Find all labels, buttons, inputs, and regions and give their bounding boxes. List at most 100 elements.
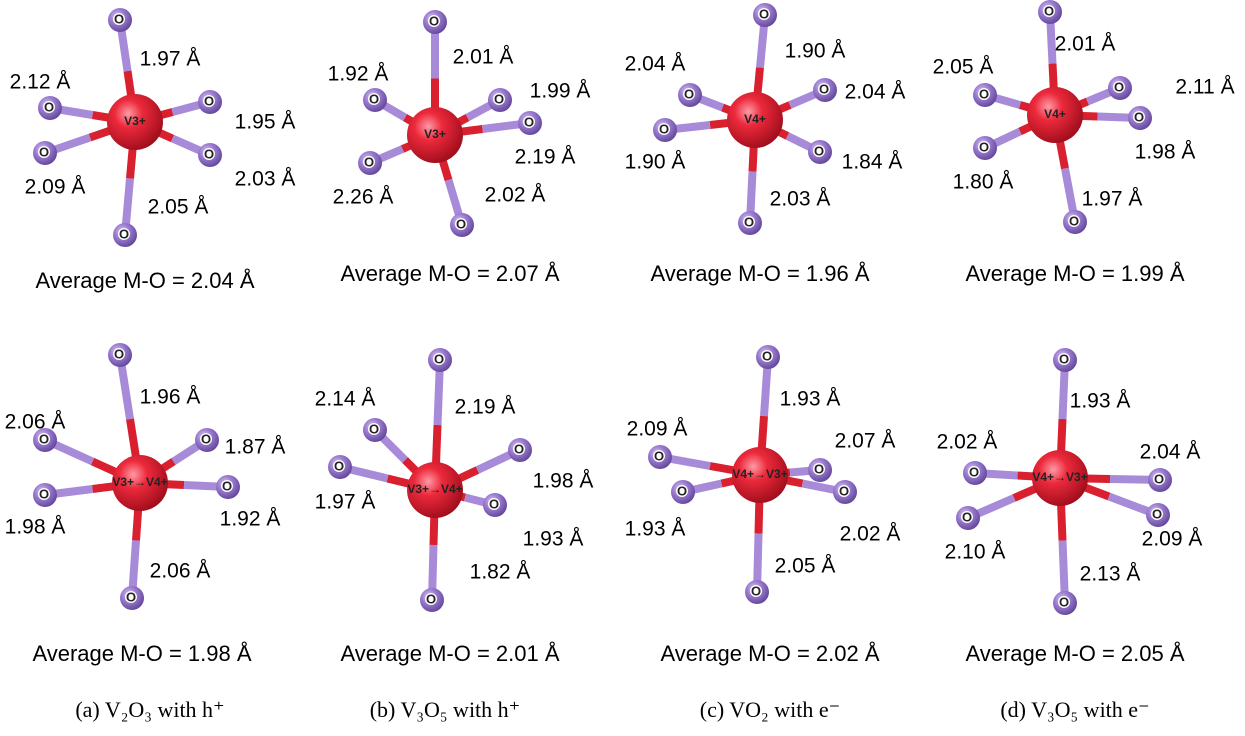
bond-length-label: 1.93 Å — [1070, 390, 1131, 413]
bond-length-label: 1.87 Å — [225, 436, 286, 459]
bond-length-label: 1.98 Å — [5, 516, 66, 539]
bond-length-label: 2.02 Å — [485, 184, 546, 207]
atom-label: O — [201, 431, 211, 446]
atom-label: O — [39, 431, 49, 446]
bond-length-label: 2.12 Å — [10, 71, 71, 94]
bond-length-label: 2.09 Å — [627, 418, 688, 441]
bond-length-label: 2.03 Å — [770, 188, 831, 211]
atom-label: O — [684, 86, 694, 101]
bond-length-label: 1.96 Å — [140, 386, 201, 409]
atom-label: O — [744, 214, 754, 229]
bond-length-label: 1.80 Å — [953, 171, 1014, 194]
octahedron-panel: OOOOOOV3+→V4+2.14 Å2.19 Å1.98 Å1.97 Å1.9… — [315, 348, 594, 666]
average-label: Average M-O = 1.99 Å — [965, 261, 1184, 286]
atom-label: O — [1069, 213, 1079, 228]
bond-length-label: 1.93 Å — [625, 518, 686, 541]
average-label: Average M-O = 2.02 Å — [660, 641, 879, 666]
atom-label: O — [222, 478, 232, 493]
bond-length-label: 2.07 Å — [835, 430, 896, 453]
atom-label: O — [434, 351, 444, 366]
average-label: Average M-O = 2.05 Å — [965, 641, 1184, 666]
atom-label: O — [524, 114, 534, 129]
bond-length-label: 1.98 Å — [1135, 141, 1196, 164]
bond-length-label: 1.92 Å — [328, 63, 389, 86]
bond-length-label: 1.95 Å — [235, 111, 296, 134]
bond-length-label: 1.97 Å — [1082, 188, 1143, 211]
bond-length-label: 1.92 Å — [220, 508, 281, 531]
bond-length-label: 2.06 Å — [5, 411, 66, 434]
caption: (a) V₂O₃ with h⁺ — [75, 697, 224, 722]
bond-length-label: 1.98 Å — [533, 470, 594, 493]
atom-label: O — [369, 91, 379, 106]
atom-label: O — [489, 496, 499, 511]
average-label: Average M-O = 2.04 Å — [35, 268, 254, 293]
atom-label: O — [839, 483, 849, 498]
atom-label: O — [369, 421, 379, 436]
atom-label: O — [39, 144, 49, 159]
center-label: V4+ — [1044, 107, 1066, 121]
atom-label: O — [677, 483, 687, 498]
atom-label: O — [514, 441, 524, 456]
atom-label: O — [1059, 594, 1069, 609]
atom-label: O — [759, 6, 769, 21]
bond-length-label: 2.19 Å — [515, 146, 576, 169]
caption: (d) V₃O₅ with e⁻ — [1000, 697, 1149, 722]
bond-length-label: 2.03 Å — [235, 168, 296, 191]
average-label: Average M-O = 1.98 Å — [32, 641, 251, 666]
atom-label: O — [429, 13, 439, 28]
atom-label: O — [962, 509, 972, 524]
average-label: Average M-O = 2.07 Å — [340, 261, 559, 286]
bond-length-label: 1.82 Å — [470, 561, 531, 584]
octahedron-panel: OOOOOOV4+→V3+1.93 Å2.09 Å2.07 Å1.93 Å2.0… — [625, 345, 901, 666]
octahedron-panel: OOOOOOV3+1.97 Å2.12 Å1.95 Å2.09 Å2.03 Å2… — [10, 8, 296, 293]
center-label: V3+ — [424, 127, 446, 141]
panels: O O O O O O V3+ 1.97 Å 2.12 Å 1.95 Å 2.09 Å 2.03 Å 2… — [5, 0, 1235, 666]
bond-length-label: 1.93 Å — [780, 388, 841, 411]
bond-length-label: 2.11 Å — [1175, 76, 1234, 99]
atom-label: O — [659, 121, 669, 136]
atom-label: O — [969, 464, 979, 479]
atom-label: O — [426, 591, 436, 606]
atom-label: O — [751, 583, 761, 598]
octahedron-panel: OOOOOOV4+2.01 Å2.05 Å2.11 Å1.80 Å1.98 Å1… — [933, 0, 1235, 286]
bond-length-label: 2.09 Å — [25, 176, 86, 199]
bond-length-label: 1.90 Å — [625, 151, 686, 174]
atom-label: O — [979, 86, 989, 101]
center-label: V4+→V3+ — [1032, 470, 1087, 484]
atom-label: O — [1154, 471, 1164, 486]
atom-label: O — [114, 346, 124, 361]
bond-length-label: 2.02 Å — [937, 431, 998, 454]
atom-label: O — [1134, 109, 1144, 124]
center-label: V4+ — [744, 112, 766, 126]
atom-label: O — [494, 91, 504, 106]
center-label: V3+→V4+ — [407, 482, 462, 496]
bond-length-label: 2.05 Å — [775, 555, 836, 578]
atom-label: O — [126, 589, 136, 604]
bond-length-label: 1.97 Å — [140, 48, 201, 71]
bond-length-label: 2.13 Å — [1080, 563, 1141, 586]
caption: (b) V₃O₅ with h⁺ — [370, 697, 521, 722]
atom-label: O — [204, 146, 214, 161]
atom-label: O — [814, 461, 824, 476]
atom-label: O — [1114, 79, 1124, 94]
atom-label: O — [114, 11, 124, 26]
center-label: V3+→V4+ — [112, 475, 167, 489]
bond-length-label: 2.19 Å — [455, 396, 516, 419]
figure: O O O O O O V3+ 1.97 Å 2.12 Å 1.95 Å 2.09 Å 2.03 Å 2… — [0, 0, 1245, 736]
captions: (a) V₂O₃ with h⁺ (b) V₃O₅ with h⁺ (c) VO… — [75, 697, 1149, 722]
bond-length-label: 2.06 Å — [150, 560, 211, 583]
bond-length-label: 1.90 Å — [785, 40, 846, 63]
caption: (c) VO₂ with e⁻ — [700, 697, 840, 722]
bond-length-label: 1.84 Å — [842, 151, 903, 174]
atom-label: O — [814, 143, 824, 158]
atom-label: O — [979, 139, 989, 154]
bond-length-label: 2.05 Å — [148, 196, 209, 219]
bond-length-label: 1.97 Å — [315, 491, 376, 514]
average-label: Average M-O = 1.96 Å — [650, 261, 869, 286]
bond-length-label: 2.26 Å — [333, 186, 394, 209]
atom-label: O — [334, 458, 344, 473]
